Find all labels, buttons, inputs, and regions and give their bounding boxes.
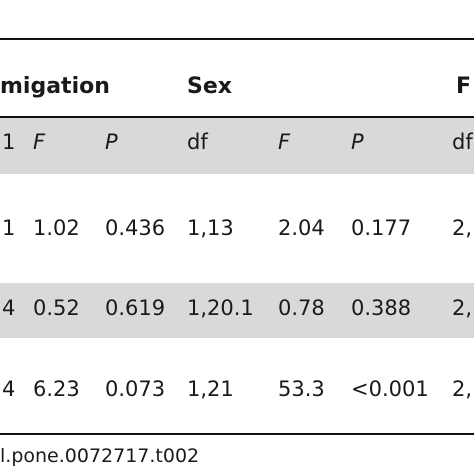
group-header-sex: Sex xyxy=(187,74,232,99)
table-cell: 2, xyxy=(452,296,473,320)
doi-caption: l.pone.0072717.t002 xyxy=(0,445,200,467)
table-cell: 0.78 xyxy=(278,296,325,320)
table-cell: 4 xyxy=(2,296,16,320)
table-cell: 1,13 xyxy=(187,216,234,240)
table-bottom-rule xyxy=(0,433,474,435)
table-cell: 1 xyxy=(2,216,16,240)
table-cell: 0.073 xyxy=(105,377,166,401)
table-row-shaded xyxy=(0,283,474,338)
column-header-p: P xyxy=(105,130,118,154)
table-cell: 0.177 xyxy=(351,216,412,240)
table-cell: 1,20.1 xyxy=(187,296,254,320)
table-cell: 2, xyxy=(452,377,473,401)
header-rule xyxy=(0,116,474,118)
table-cell: 0.52 xyxy=(33,296,80,320)
table-cell: 0.436 xyxy=(105,216,166,240)
table-cell: 2, xyxy=(452,216,473,240)
column-header-df-f: df xyxy=(452,130,473,154)
table-cell: 0.388 xyxy=(351,296,412,320)
table-cell: 0.619 xyxy=(105,296,166,320)
column-header-df: df xyxy=(187,130,208,154)
group-header-migration: migation xyxy=(0,74,110,99)
table-cell: 6.23 xyxy=(33,377,80,401)
table-cell: 2.04 xyxy=(278,216,325,240)
column-header-f: F xyxy=(33,130,46,154)
table-top-rule xyxy=(0,38,474,40)
table-cell: 1.02 xyxy=(33,216,80,240)
table-cell: <0.001 xyxy=(351,377,429,401)
column-header-row xyxy=(0,118,474,174)
table-cell: 4 xyxy=(2,377,16,401)
column-header-f-sex: F xyxy=(278,130,291,154)
column-header-1: 1 xyxy=(2,130,16,154)
table-cell: 53.3 xyxy=(278,377,325,401)
column-header-p-sex: P xyxy=(351,130,364,154)
table-cell: 1,21 xyxy=(187,377,234,401)
group-header-f: F xyxy=(456,74,472,99)
